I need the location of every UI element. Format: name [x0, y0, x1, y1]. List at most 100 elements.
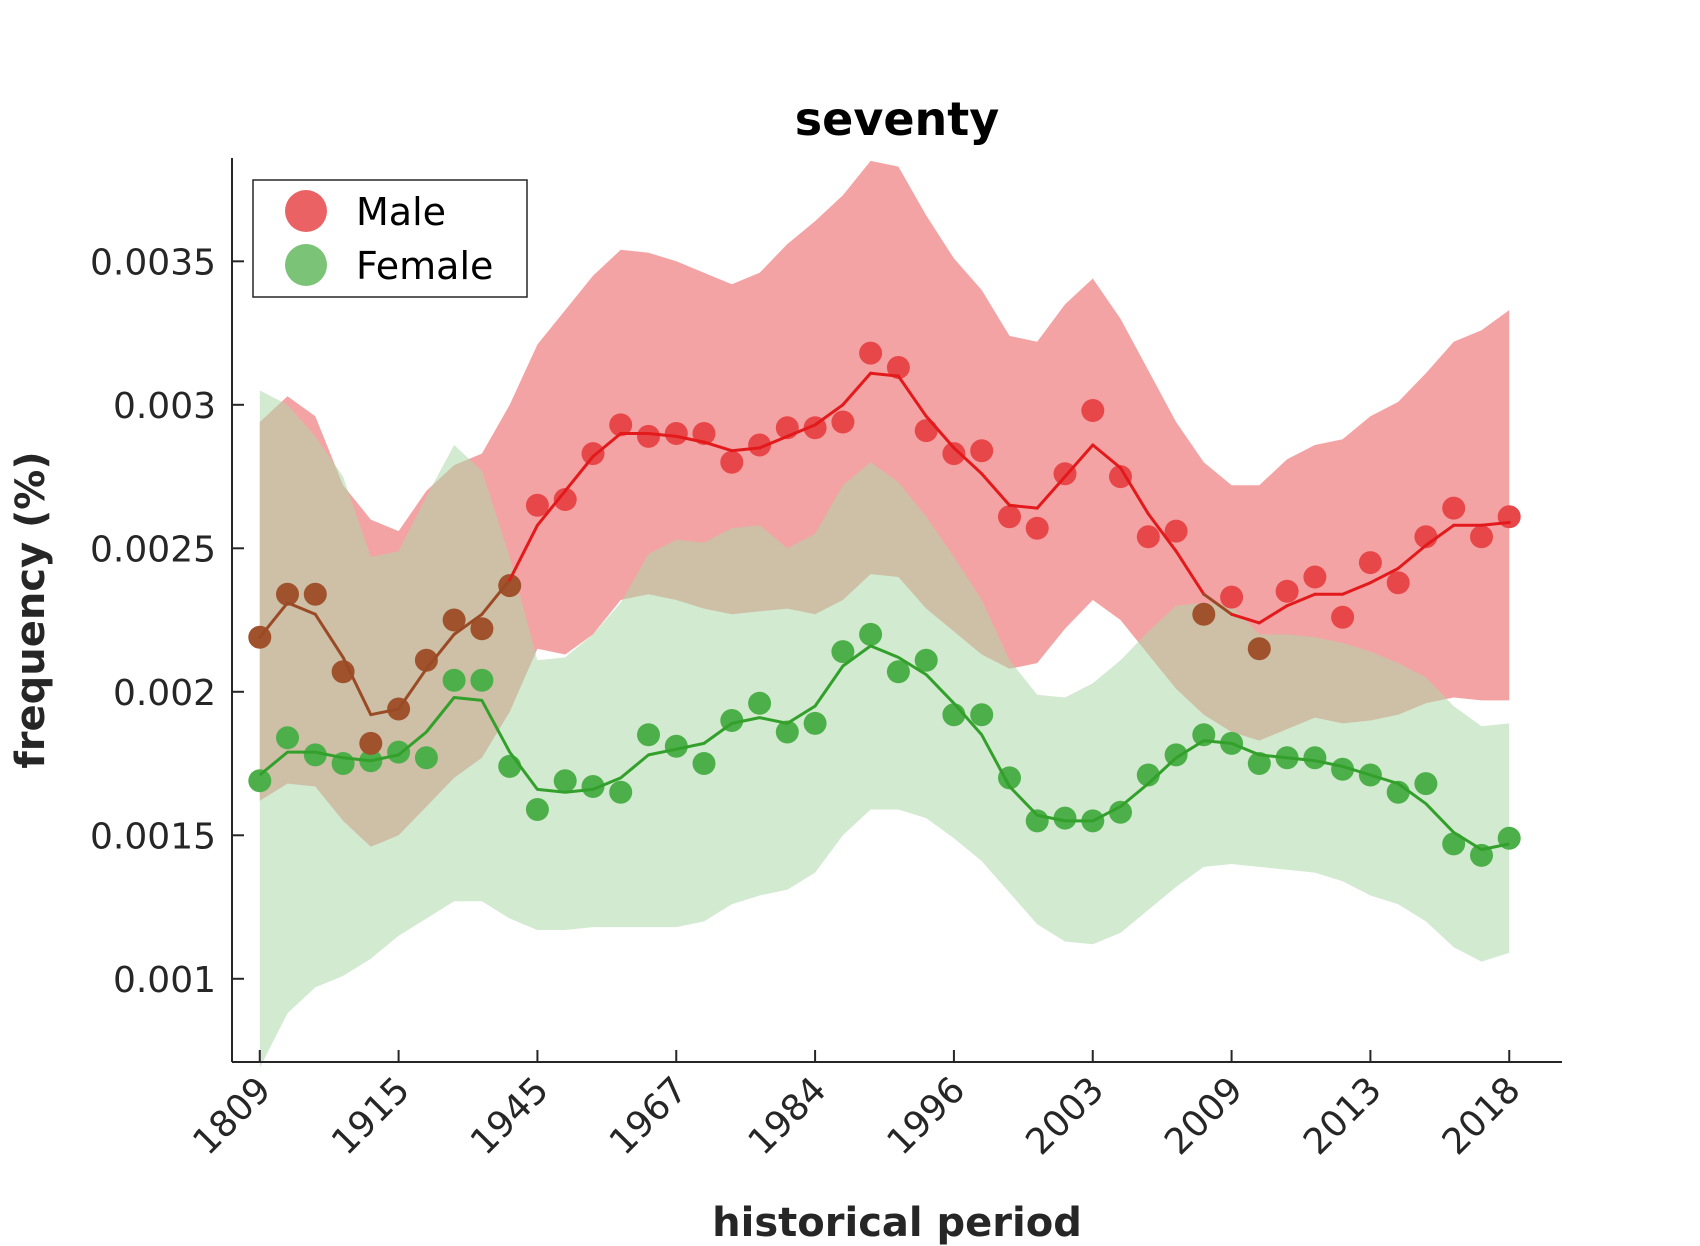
legend-marker-female — [285, 244, 327, 286]
line-segment-male — [730, 446, 762, 453]
point-female — [998, 766, 1021, 790]
point-male — [303, 582, 327, 606]
point-male — [720, 450, 744, 474]
point-female — [1053, 806, 1077, 830]
y-tick-label: 0.0035 — [90, 242, 216, 283]
point-female — [831, 640, 855, 664]
line-segment-male — [980, 472, 1011, 507]
legend-label-female: Female — [356, 244, 493, 288]
point-male — [942, 442, 966, 466]
line-segment-male — [1257, 604, 1289, 625]
point-female — [1331, 757, 1355, 781]
line-segment-male — [591, 432, 623, 458]
point-male — [498, 574, 522, 598]
point-female — [581, 775, 605, 798]
x-axis-label: historical period — [712, 1200, 1082, 1246]
axes — [231, 158, 1562, 1063]
line-segment-male — [1008, 503, 1039, 510]
y-tick-label: 0.003 — [113, 386, 216, 427]
point-male — [1442, 496, 1466, 520]
line-segment-male — [313, 612, 345, 659]
point-female — [303, 743, 327, 767]
legend-label-male: Male — [356, 190, 446, 234]
point-male — [276, 582, 299, 606]
point-female — [692, 752, 716, 775]
point-male — [998, 505, 1021, 529]
point-female — [1442, 832, 1466, 856]
point-female — [525, 798, 549, 821]
point-female — [387, 740, 411, 764]
point-male — [414, 648, 438, 672]
line-segment-male — [869, 371, 900, 378]
point-female — [498, 754, 522, 778]
point-male — [1164, 519, 1188, 543]
line-segment-male — [535, 489, 567, 527]
point-female — [1414, 772, 1438, 796]
line-segment-male — [702, 440, 734, 453]
line-segment-male — [758, 434, 789, 450]
point-female — [886, 660, 910, 684]
point-female — [553, 769, 577, 793]
line-segment-male — [1091, 443, 1122, 470]
line-segment-male — [1230, 612, 1261, 625]
line-segment-male — [452, 612, 484, 636]
y-axis-label: frequency (%) — [8, 451, 54, 768]
line-segment-male — [841, 371, 873, 407]
line-segment-male — [341, 655, 373, 717]
point-male — [1192, 602, 1216, 626]
point-female — [637, 723, 660, 747]
point-female — [1247, 752, 1271, 775]
point-male — [609, 413, 633, 437]
line-segment-male — [1424, 523, 1456, 547]
line-segment-male — [952, 446, 984, 476]
point-female — [803, 711, 827, 735]
line-segment-male — [1174, 549, 1206, 596]
point-male — [1136, 525, 1160, 549]
point-male — [748, 433, 772, 457]
line-segment-male — [1035, 475, 1067, 510]
point-male — [914, 419, 938, 443]
point-female — [609, 780, 633, 804]
point-female — [942, 703, 966, 727]
line-female — [258, 644, 1510, 852]
line-segment-male — [286, 601, 317, 616]
point-male — [442, 608, 466, 632]
point-male — [1081, 399, 1105, 422]
line-segment-male — [1341, 581, 1372, 596]
line-segment-male — [1285, 592, 1317, 608]
point-male — [664, 422, 688, 445]
point-male — [970, 439, 994, 463]
plot-area — [248, 160, 1521, 1068]
point-female — [1303, 746, 1327, 770]
point-male — [1331, 605, 1355, 629]
line-segment-male — [1146, 512, 1178, 553]
point-male — [525, 493, 549, 517]
line-segment-male — [1119, 466, 1150, 516]
line-segment-male — [563, 455, 595, 493]
point-male — [1358, 551, 1382, 575]
point-male — [886, 356, 910, 379]
line-segment-male — [647, 432, 678, 438]
line-segment-male — [924, 414, 956, 450]
point-female — [470, 668, 494, 692]
point-female — [1025, 809, 1049, 833]
legend: Male Female — [252, 179, 528, 298]
point-female — [442, 668, 466, 692]
point-male — [1386, 571, 1410, 595]
point-female — [775, 720, 799, 744]
point-male — [1275, 579, 1299, 603]
line-segment-male — [1368, 566, 1400, 585]
point-female — [1136, 763, 1160, 787]
point-female — [1164, 743, 1188, 767]
line-segment-male — [1063, 443, 1095, 479]
point-male — [692, 422, 716, 445]
point-female — [970, 703, 994, 727]
point-male — [1247, 637, 1271, 661]
point-male — [1303, 565, 1327, 589]
y-ticks: 0.001 0.0015 0.002 0.0025 0.003 0.0035 — [90, 242, 244, 1001]
point-female — [664, 734, 688, 758]
line-segment-male — [397, 667, 428, 711]
y-tick-label: 0.002 — [113, 673, 216, 714]
point-male — [637, 424, 660, 448]
